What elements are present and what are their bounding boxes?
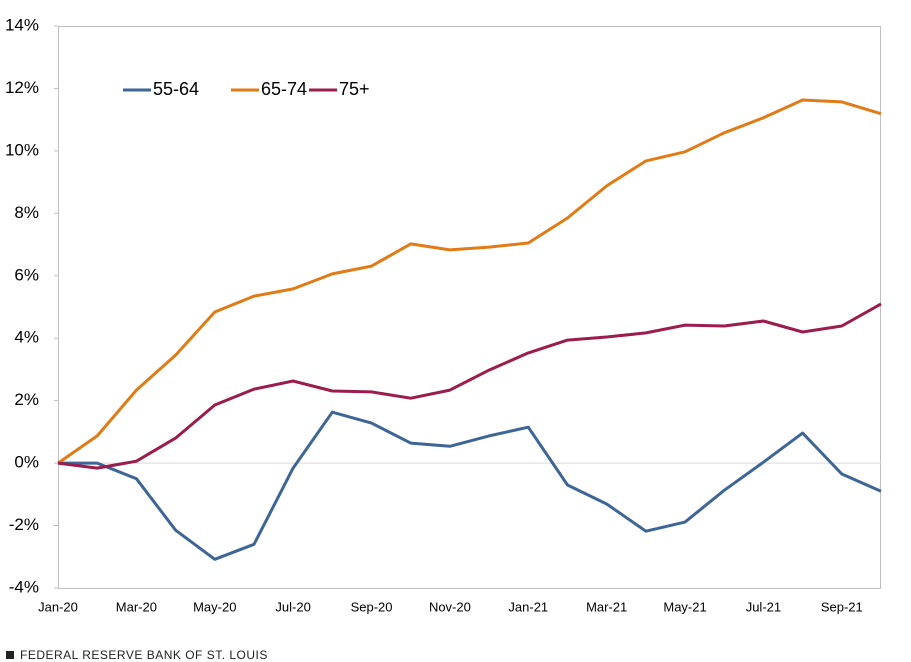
y-tick-label: 2% — [14, 390, 39, 409]
y-tick-label: 10% — [5, 140, 39, 159]
y-tick-label: 6% — [14, 265, 39, 284]
series-line — [57, 98, 882, 465]
y-tick-label: 0% — [14, 453, 39, 472]
x-tick-label: Mar-21 — [586, 599, 627, 614]
y-tick-label: 12% — [5, 78, 39, 97]
source-icon — [6, 651, 14, 659]
x-tick-label: Jan-20 — [38, 599, 78, 614]
y-tick-label: 14% — [5, 15, 39, 34]
y-tick-label: -4% — [9, 577, 39, 596]
y-tick-label: -2% — [9, 515, 39, 534]
plot-frame — [58, 26, 881, 589]
x-tick-label: Sep-21 — [821, 599, 863, 614]
x-tick-label: Mar-20 — [116, 599, 157, 614]
legend-label: 75+ — [339, 79, 370, 99]
legend-label: 65-74 — [261, 79, 307, 99]
x-tick-label: May-20 — [193, 599, 236, 614]
x-tick-label: Jul-21 — [746, 599, 781, 614]
x-tick-label: May-21 — [663, 599, 706, 614]
x-tick-label: Jan-21 — [508, 599, 548, 614]
source: FEDERAL RESERVE BANK OF ST. LOUIS — [20, 648, 268, 662]
x-tick-label: Nov-20 — [429, 599, 471, 614]
y-tick-label: 4% — [14, 328, 39, 347]
series-line — [58, 410, 882, 561]
x-tick-label: Sep-20 — [351, 599, 393, 614]
legend-label: 55-64 — [153, 79, 199, 99]
y-tick-label: 8% — [14, 203, 39, 222]
x-tick-label: Jul-20 — [275, 599, 310, 614]
series-line — [57, 302, 882, 470]
